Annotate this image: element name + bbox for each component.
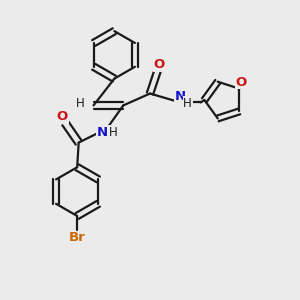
- Text: O: O: [57, 110, 68, 123]
- Text: O: O: [153, 58, 164, 71]
- Text: H: H: [110, 126, 118, 139]
- Text: Br: Br: [69, 231, 86, 244]
- Text: N: N: [97, 126, 108, 139]
- Text: O: O: [235, 76, 247, 89]
- Text: N: N: [175, 90, 186, 103]
- Text: H: H: [76, 98, 85, 110]
- Text: H: H: [183, 97, 192, 110]
